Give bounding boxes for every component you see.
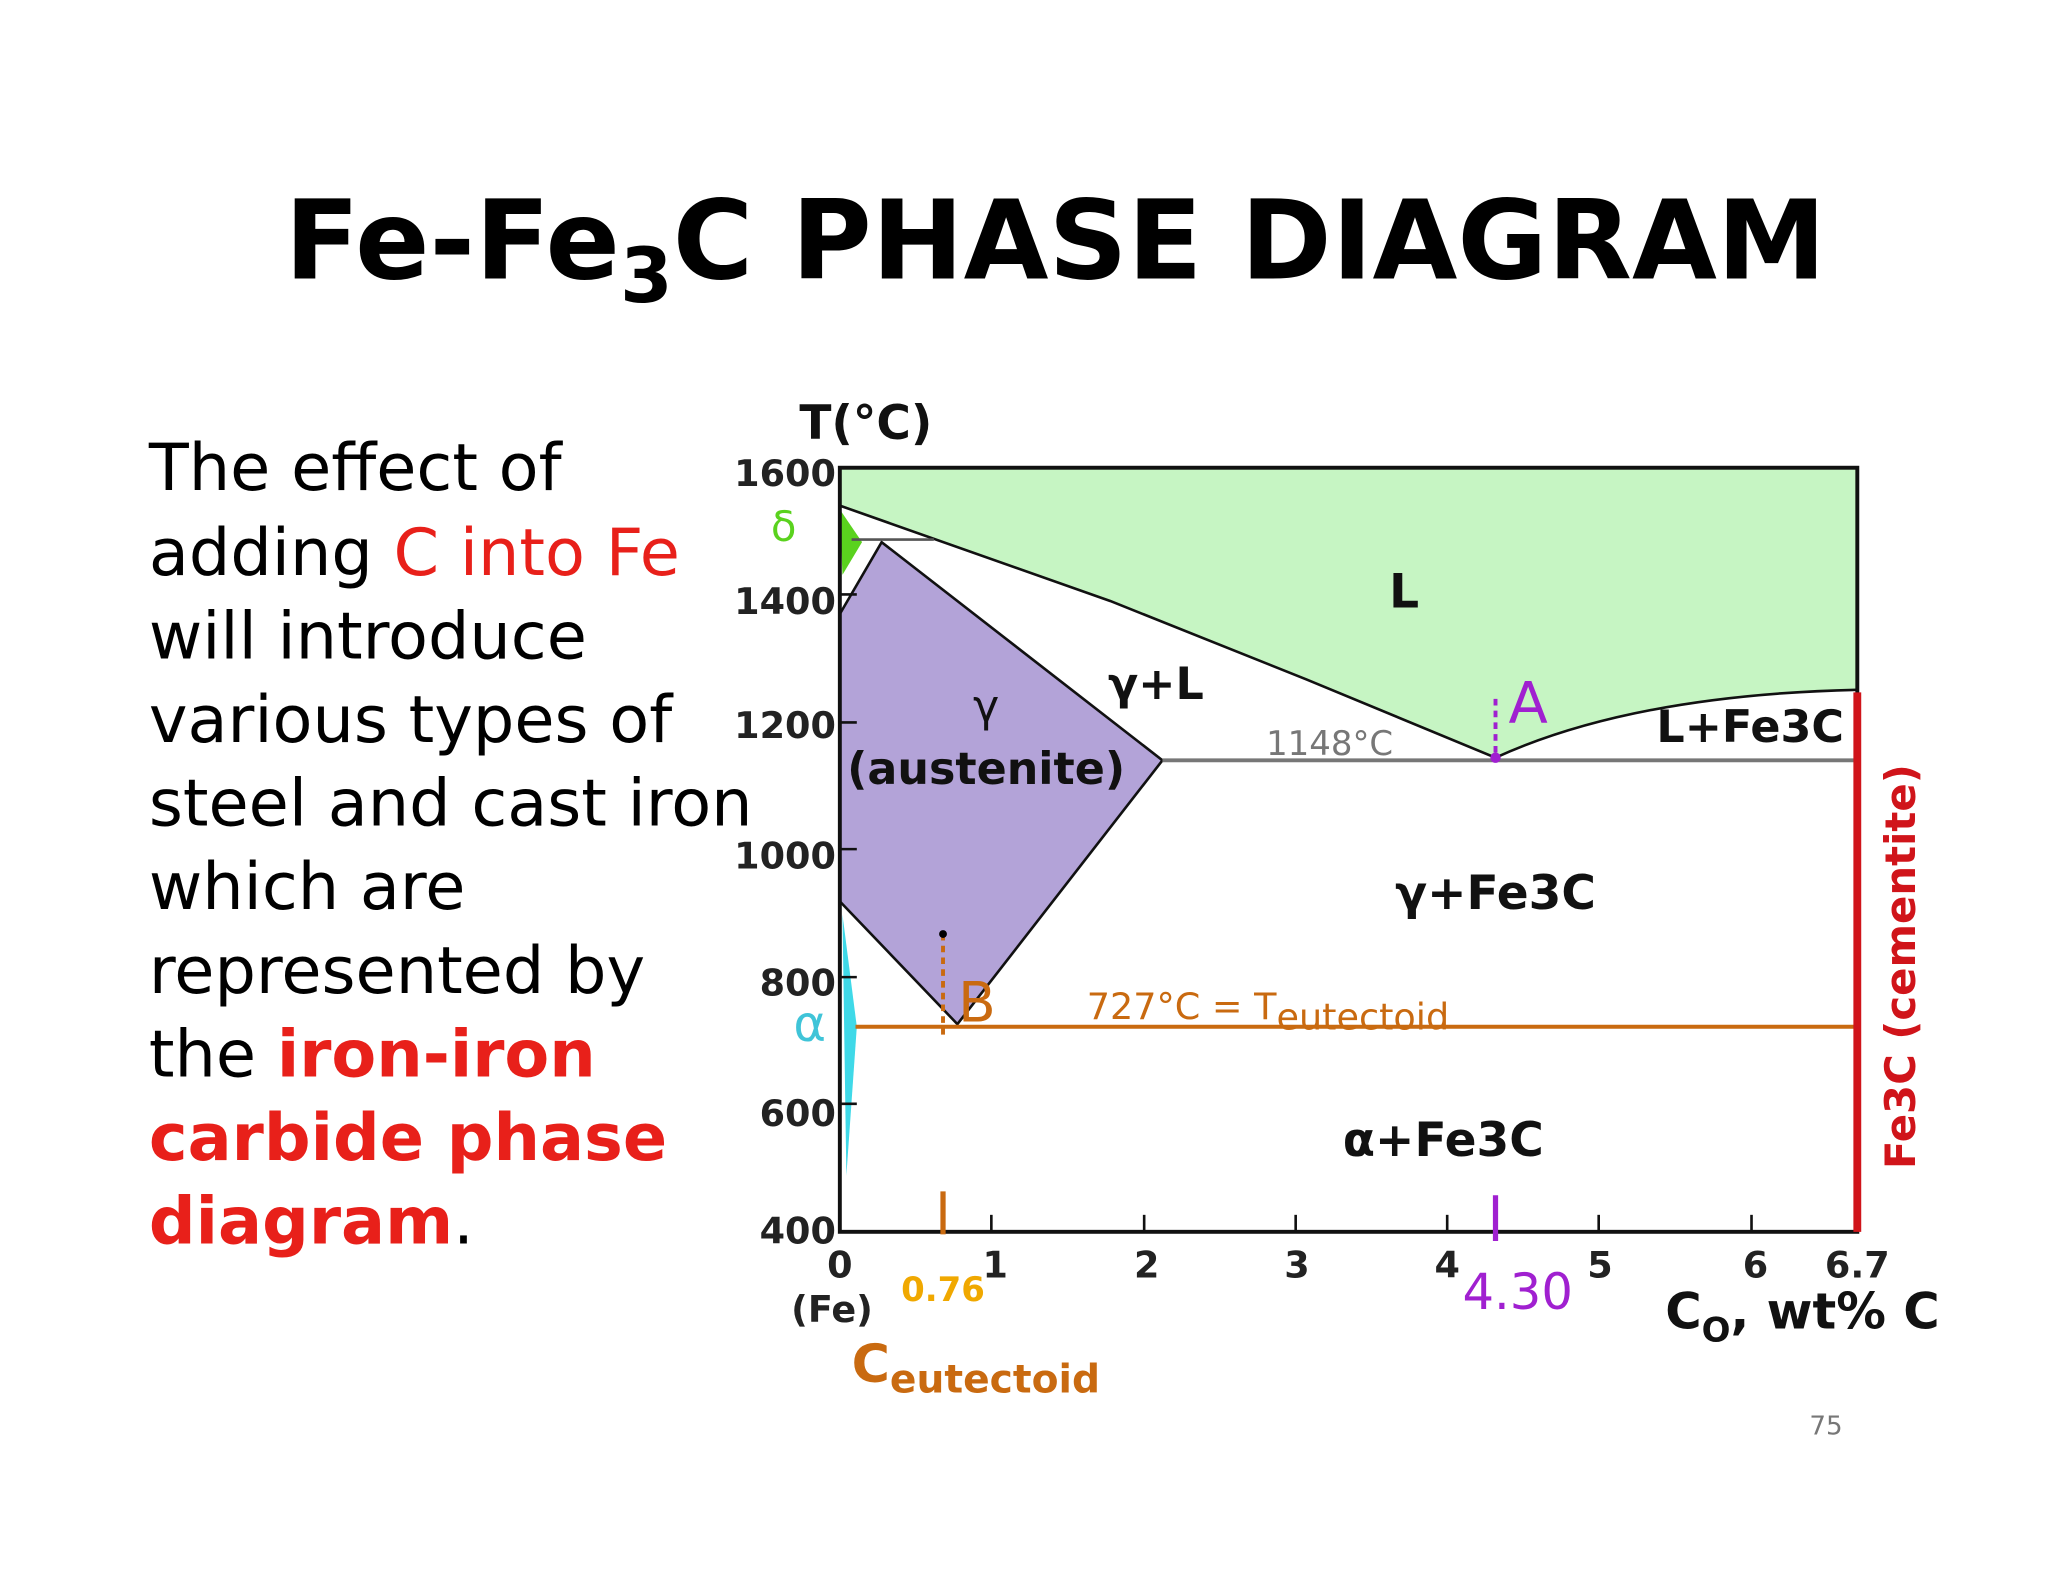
region-label: γ+L xyxy=(1108,659,1204,710)
text: various types of xyxy=(149,682,674,758)
y-axis-title: T(°C) xyxy=(799,396,932,451)
eutectoid-temp: 727°C = Teutectoid xyxy=(1087,985,1450,1038)
x-tick-label: 5 xyxy=(1587,1244,1612,1287)
eutectic-composition: 4.30 xyxy=(1462,1263,1573,1321)
title-sub: 3 xyxy=(620,232,673,320)
x-tick-label: 2 xyxy=(1134,1244,1159,1287)
line: various types of xyxy=(149,682,674,758)
y-tick-label: 400 xyxy=(760,1210,836,1253)
region-label: δ xyxy=(771,502,797,551)
title-text: C PHASE DIAGRAM xyxy=(673,176,1826,304)
x-axis-title: CO, wt% C xyxy=(1665,1282,1939,1350)
text: which are xyxy=(149,849,466,925)
line: The effect of xyxy=(148,430,564,506)
region-label: γ+Fe3C xyxy=(1395,866,1596,921)
body-text: The effect of adding C into Fe will intr… xyxy=(148,430,753,1260)
alpha-region xyxy=(842,914,857,1176)
text: C xyxy=(1665,1282,1701,1340)
ticks xyxy=(839,593,1753,1232)
x-tick-label: 0 xyxy=(827,1244,852,1287)
line: represented by xyxy=(149,933,645,1009)
region-label: α+Fe3C xyxy=(1343,1113,1544,1168)
y-tick-label: 1000 xyxy=(734,835,836,878)
text: O xyxy=(1702,1311,1731,1351)
x-tick-label: 4 xyxy=(1434,1244,1459,1287)
highlight: iron-iron xyxy=(277,1016,596,1092)
line: diagram. xyxy=(149,1184,474,1260)
line: adding C into Fe xyxy=(149,515,680,591)
highlight: carbide phase xyxy=(149,1100,667,1176)
point-label: B xyxy=(958,971,996,1035)
x-origin-note: (Fe) xyxy=(791,1288,873,1331)
text: represented by xyxy=(149,933,645,1009)
line: the iron-iron xyxy=(149,1016,596,1092)
x-tick-label: 3 xyxy=(1284,1244,1309,1287)
line: steel and cast iron xyxy=(149,766,753,842)
highlight: C into Fe xyxy=(394,515,680,591)
y-tick-label: 1200 xyxy=(734,704,836,747)
x-tick-label: 6 xyxy=(1743,1244,1768,1287)
text: The effect of xyxy=(148,430,564,506)
text: , wt% C xyxy=(1731,1282,1940,1340)
text: C xyxy=(852,1335,890,1395)
highlight: diagram xyxy=(149,1184,453,1260)
region-label: γ xyxy=(973,681,999,732)
page-number: 75 xyxy=(1809,1411,1842,1441)
delta-region xyxy=(839,509,863,575)
title-text: Fe-Fe xyxy=(285,176,620,304)
x-tick-label: 1 xyxy=(983,1244,1008,1287)
text: eutectoid xyxy=(1277,995,1450,1038)
eutectoid-label: Ceutectoid xyxy=(852,1335,1100,1402)
text: will introduce xyxy=(149,598,587,674)
y-tick-label: 800 xyxy=(760,961,836,1004)
region-label: L xyxy=(1389,564,1419,619)
y-tick-label: 600 xyxy=(760,1092,836,1135)
phase-diagram: T(°C) 1600 1400 1200 1000 800 600 400 0 … xyxy=(734,396,1939,1402)
region-label: Fe3C (cementite) xyxy=(1876,764,1925,1169)
x-tick-label: 6.7 xyxy=(1825,1244,1890,1287)
region-label: α xyxy=(793,995,826,1053)
text: eutectoid xyxy=(890,1357,1100,1402)
line: carbide phase xyxy=(149,1100,667,1176)
liquid-region xyxy=(839,467,1858,758)
eutectic-temp: 1148°C xyxy=(1266,724,1393,764)
text: . xyxy=(453,1184,474,1260)
text: the xyxy=(149,1016,277,1092)
point-label: A xyxy=(1509,669,1548,736)
line: will introduce xyxy=(149,598,587,674)
line: which are xyxy=(149,849,466,925)
text: adding xyxy=(149,515,394,591)
text: steel and cast iron xyxy=(149,766,753,842)
region-label: (austenite) xyxy=(847,744,1125,795)
text: 727°C = T xyxy=(1087,985,1277,1028)
region-label: L+Fe3C xyxy=(1656,702,1844,753)
title: Fe-Fe3C PHASE DIAGRAM xyxy=(285,176,1826,320)
y-tick-label: 1600 xyxy=(734,452,836,495)
y-tick-label: 1400 xyxy=(734,580,836,623)
eutectoid-composition: 0.76 xyxy=(901,1270,985,1310)
eutectic-point xyxy=(1490,752,1501,763)
dot xyxy=(939,930,947,938)
